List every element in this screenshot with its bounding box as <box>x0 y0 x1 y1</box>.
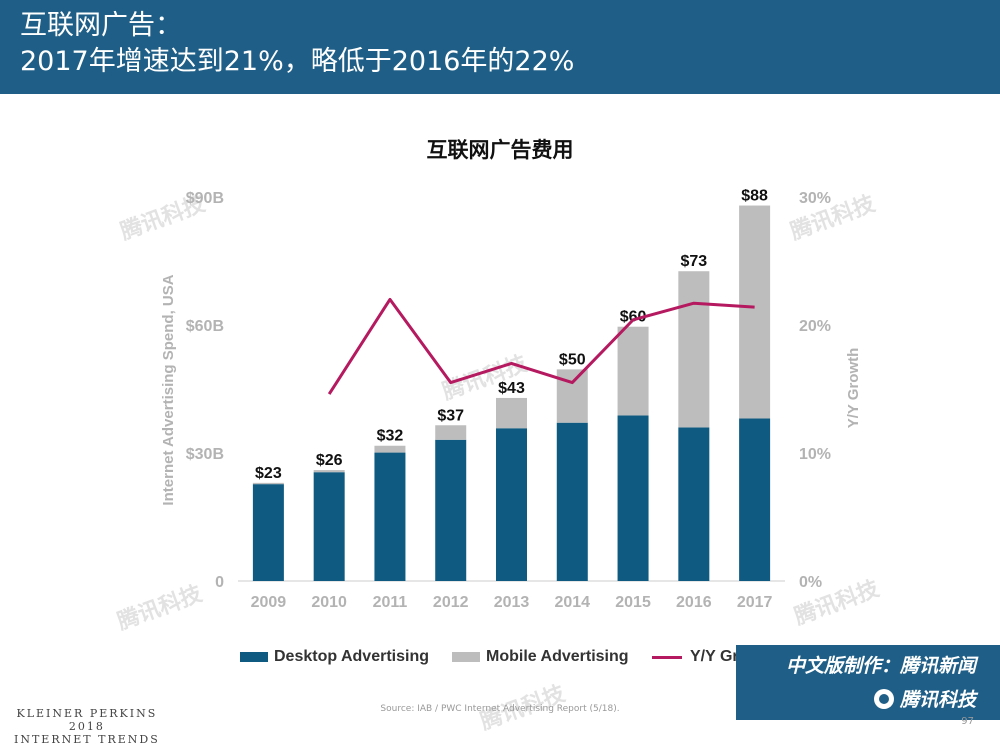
bar-mobile <box>739 205 771 419</box>
x-tick-label: 2015 <box>615 594 651 611</box>
bar-total-label: $73 <box>680 253 707 270</box>
x-tick-label: 2010 <box>311 594 347 611</box>
legend-swatch-mobile <box>452 652 480 662</box>
bar-mobile <box>617 326 649 416</box>
credit-badge-line1: 中文版制作：腾讯新闻 <box>786 651 976 678</box>
bar-mobile <box>252 482 284 485</box>
footer-brand: KLEINER PERKINS 2018 INTERNET TRENDS <box>14 707 160 746</box>
page-number: 97 <box>961 716 974 727</box>
bar-desktop <box>617 415 649 581</box>
bar-mobile <box>496 397 527 429</box>
bar-total-label: $88 <box>741 188 768 205</box>
source-note: Source: IAB / PWC Internet Advertising R… <box>380 704 620 714</box>
bar-mobile <box>556 369 588 423</box>
x-tick-label: 2017 <box>737 594 773 611</box>
credit-badge: 中文版制作：腾讯新闻 腾讯科技 <box>736 645 1000 720</box>
bar-desktop <box>556 422 588 581</box>
legend-item-mobile: Mobile Advertising <box>452 648 629 666</box>
bar-mobile <box>313 470 345 473</box>
bar-mobile <box>678 271 710 428</box>
y-tick-label: $30B <box>186 446 224 463</box>
bar-desktop <box>496 428 527 581</box>
bar-total-label: $60 <box>620 309 647 326</box>
bar-desktop <box>374 452 406 581</box>
legend-label-mobile: Mobile Advertising <box>486 648 629 665</box>
legend-item-desktop: Desktop Advertising <box>240 648 429 666</box>
bar-mobile <box>374 445 406 453</box>
y2-tick-label: 30% <box>799 190 831 207</box>
x-tick-label: 2014 <box>554 594 590 611</box>
bar-desktop <box>739 418 771 581</box>
y-axis-label: Internet Advertising Spend, USA <box>160 274 177 505</box>
footer-brand-line2: 2018 <box>68 720 105 733</box>
x-tick-label: 2012 <box>433 594 469 611</box>
page-title: 互联网广告： 2017年增速达到21%，略低于2016年的22% <box>20 8 574 80</box>
legend-swatch-desktop <box>240 652 268 662</box>
bar-desktop <box>313 472 345 581</box>
bar-total-label: $32 <box>377 428 404 445</box>
credit-line1-text: 中文版制作：腾讯新闻 <box>785 655 976 677</box>
bar-total-label: $43 <box>498 380 525 397</box>
x-tick-label: 2009 <box>251 594 287 611</box>
credit-badge-line2: 腾讯科技 <box>873 685 976 712</box>
bar-desktop <box>252 484 284 581</box>
growth-line <box>327 297 755 395</box>
header-bar: 互联网广告： 2017年增速达到21%，略低于2016年的22% <box>0 0 1000 94</box>
y-tick-label: $60B <box>186 318 224 335</box>
footer-brand-line1: KLEINER PERKINS <box>16 707 158 720</box>
bar-total-label: $50 <box>559 351 586 368</box>
page-title-line2: 2017年增速达到21%，略低于2016年的22% <box>20 46 575 77</box>
y-tick-label: 0 <box>215 574 224 591</box>
bar-total-label: $37 <box>437 407 464 424</box>
credit-line2-text: 腾讯科技 <box>899 689 976 711</box>
tencent-logo-icon <box>873 688 894 709</box>
legend-swatch-growth <box>652 655 682 659</box>
bar-total-label: $26 <box>316 452 343 469</box>
legend-label-desktop: Desktop Advertising <box>274 648 429 665</box>
page-title-line1: 互联网广告： <box>20 10 182 41</box>
y2-tick-label: 20% <box>799 318 831 335</box>
chart-title: 互联网广告费用 <box>426 138 574 162</box>
bar-desktop <box>435 439 467 581</box>
x-tick-label: 2013 <box>494 594 530 611</box>
y2-tick-label: 10% <box>799 446 831 463</box>
bar-desktop <box>678 427 710 581</box>
x-tick-label: 2011 <box>373 594 408 611</box>
y2-tick-label: 0% <box>799 574 822 591</box>
bar-total-label: $23 <box>255 465 282 482</box>
x-tick-label: 2016 <box>676 594 712 611</box>
y2-axis-label: Y/Y Growth <box>845 348 862 429</box>
footer-brand-line3: INTERNET TRENDS <box>14 733 160 746</box>
y-tick-label: $90B <box>186 190 224 207</box>
bar-mobile <box>435 425 467 440</box>
